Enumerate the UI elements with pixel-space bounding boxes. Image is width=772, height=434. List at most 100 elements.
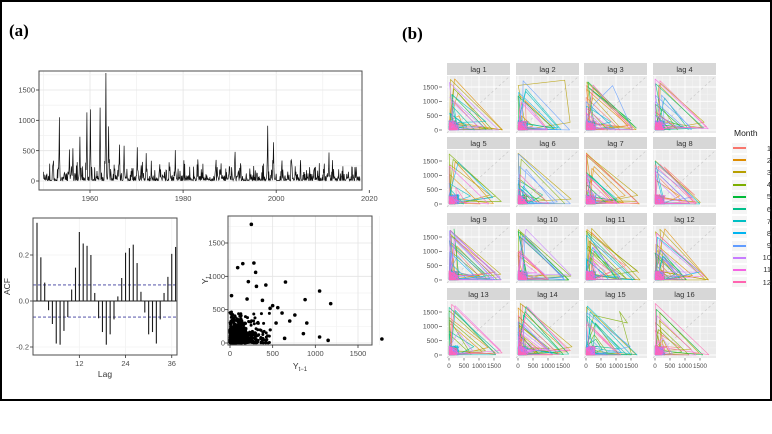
facet-strip-label: lag 10 <box>537 215 557 224</box>
svg-text:500: 500 <box>22 146 35 155</box>
acf-xlabel: Lag <box>98 369 112 379</box>
legend-item-month-2: 2 <box>732 154 772 166</box>
facet-lag-10: lag 10 <box>515 213 580 284</box>
legend-key-swatch <box>732 204 747 215</box>
facet-month-lines <box>517 79 571 131</box>
diagonal-reference-line <box>446 149 511 208</box>
facet-month-lines <box>654 228 709 281</box>
svg-text:1500: 1500 <box>423 84 438 91</box>
svg-text:0: 0 <box>221 339 225 348</box>
facet-strip-label: lag 16 <box>674 290 694 299</box>
acf-bars <box>36 222 177 345</box>
svg-text:0: 0 <box>584 363 588 370</box>
legend-item-label: 1 <box>766 143 771 153</box>
facet-month-lines <box>448 78 503 131</box>
facet-strip <box>653 213 716 225</box>
facet-month-lines <box>654 160 701 205</box>
acf-axes: -0.2 0.0 0.2 12 24 36 <box>16 251 176 369</box>
facet-strip <box>584 63 647 75</box>
scatter-points <box>228 222 384 345</box>
legend-key-swatch <box>732 167 747 178</box>
facet-strip-label: lag 13 <box>468 290 488 299</box>
diagonal-reference-line <box>652 300 717 359</box>
facet-lag-2: lag 2 <box>515 63 580 134</box>
scatter-ylabel: Yt <box>200 277 212 285</box>
facet-month-lines <box>517 228 572 281</box>
facet-month-lines <box>448 153 502 205</box>
facet-lag-16: lag 16 0 500 1000 1500 <box>652 288 717 370</box>
svg-text:1000: 1000 <box>423 173 438 180</box>
legend-item-month-6: 6 <box>732 203 772 215</box>
legend-key-swatch <box>732 216 747 227</box>
svg-text:1500: 1500 <box>423 158 438 165</box>
facet-month-lines <box>654 78 709 131</box>
facet-strip <box>584 137 647 149</box>
facet-strip-label: lag 5 <box>470 139 486 148</box>
svg-text:24: 24 <box>121 359 129 368</box>
acf-plot: -0.2 0.0 0.2 12 24 36 Lag ACF <box>2 217 178 379</box>
facet-strip-label: lag 14 <box>537 290 557 299</box>
legend-key-swatch <box>732 155 747 166</box>
diagonal-reference-line <box>515 225 580 284</box>
facet-strip-label: lag 3 <box>607 65 623 74</box>
lag1-scatter-plot: 0 500 1000 1500 0 500 1000 1500 Yt−1 Yt <box>200 215 384 373</box>
diagonal-reference-line <box>583 75 648 134</box>
svg-text:0: 0 <box>434 277 438 284</box>
facet-strip-label: lag 15 <box>605 290 625 299</box>
svg-text:-0.2: -0.2 <box>16 343 29 352</box>
svg-text:0: 0 <box>434 352 438 359</box>
facet-month-lines <box>448 228 502 281</box>
svg-text:1500: 1500 <box>423 234 438 241</box>
facet-month-lines <box>585 152 640 205</box>
svg-text:1000: 1000 <box>18 116 35 125</box>
facet-lag-4: lag 4 <box>652 63 717 134</box>
diagonal-reference-line <box>583 149 648 208</box>
svg-text:500: 500 <box>427 263 439 270</box>
svg-text:12: 12 <box>75 359 83 368</box>
svg-text:500: 500 <box>266 349 279 358</box>
svg-text:0: 0 <box>516 363 520 370</box>
panel-a-label: (a) <box>9 21 29 40</box>
svg-text:1500: 1500 <box>423 309 438 316</box>
legend-item-label: 10 <box>762 253 771 263</box>
svg-text:0: 0 <box>653 363 657 370</box>
facet-strip <box>447 213 510 225</box>
facet-month-lines <box>517 152 572 205</box>
svg-text:500: 500 <box>427 338 439 345</box>
facet-strip <box>516 213 579 225</box>
svg-text:500: 500 <box>427 187 439 194</box>
legend-key-swatch <box>732 277 747 288</box>
facet-lag-3: lag 3 <box>583 63 648 134</box>
legend-item-month-10: 10 <box>732 252 772 264</box>
legend-key-swatch <box>732 252 747 263</box>
svg-text:0.0: 0.0 <box>19 297 29 306</box>
svg-text:500: 500 <box>427 113 439 120</box>
svg-text:500: 500 <box>665 363 676 370</box>
svg-text:0: 0 <box>434 127 438 134</box>
facet-strip <box>447 288 510 300</box>
diagonal-reference-line <box>583 225 648 284</box>
legend-items: 1 2 3 4 5 6 7 8 9 10 11 12 <box>732 142 772 288</box>
svg-text:500: 500 <box>212 305 225 314</box>
ts-axes: 0 500 1000 1500 1960 1980 2000 2020 <box>18 86 377 203</box>
lag-facet-grid: lag 10 500 1000 1500 lag 2 lag 3 lag 4 lag 5 0 50… <box>423 63 717 370</box>
legend-item-month-3: 3 <box>732 166 772 178</box>
month-legend: Month 1 2 3 4 5 6 7 8 9 10 11 12 <box>732 128 772 288</box>
legend-key-swatch <box>732 191 747 202</box>
facet-lag-6: lag 6 <box>515 137 580 208</box>
svg-text:0: 0 <box>228 349 232 358</box>
facet-lag-5: lag 5 0 500 1000 1500 <box>423 137 511 208</box>
svg-text:0.2: 0.2 <box>19 251 29 260</box>
legend-item-label: 6 <box>766 204 771 214</box>
svg-text:500: 500 <box>596 363 607 370</box>
facet-lag-8: lag 8 <box>652 137 717 208</box>
facet-strip-label: lag 12 <box>674 215 694 224</box>
panel-b-label: (b) <box>402 24 423 43</box>
scatter-xlabel: Yt−1 <box>293 361 308 373</box>
svg-text:1000: 1000 <box>423 99 438 106</box>
facet-strip <box>447 63 510 75</box>
svg-text:2000: 2000 <box>268 194 285 203</box>
facet-strip-label: lag 6 <box>539 139 555 148</box>
diagonal-reference-line <box>446 300 511 359</box>
svg-text:0: 0 <box>31 177 35 186</box>
